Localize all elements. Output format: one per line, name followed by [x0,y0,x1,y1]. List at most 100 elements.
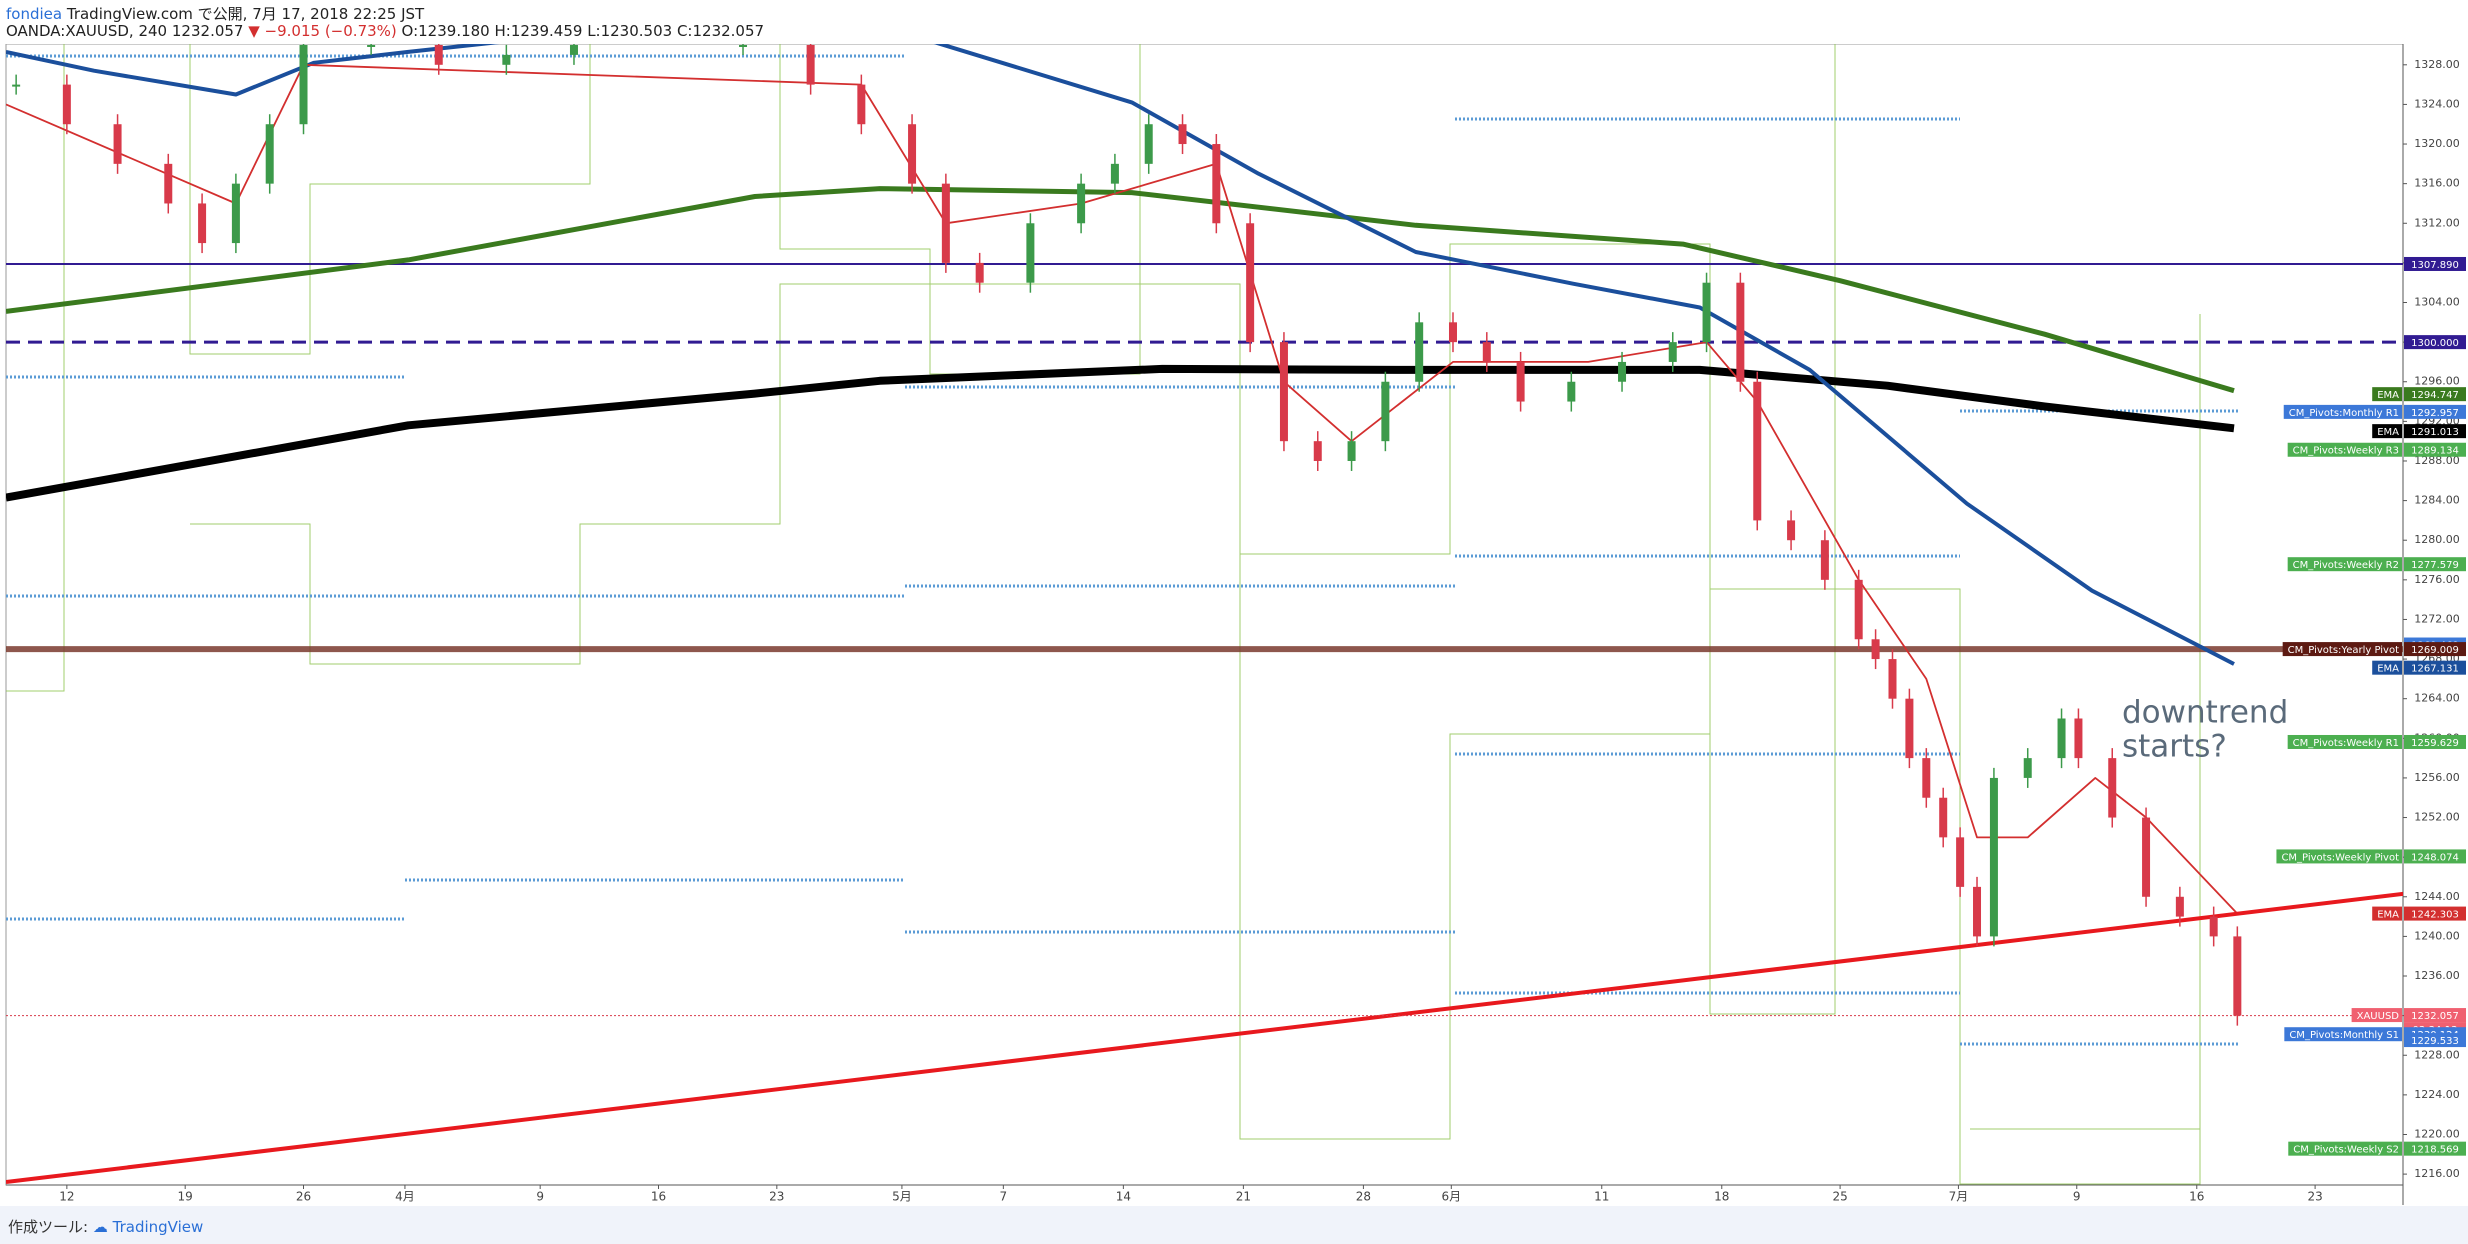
y-tick-label: 1252.00 [2414,811,2460,824]
y-tick-label: 1304.00 [2414,296,2460,309]
candle-body [1110,163,1119,184]
candle-body [1178,124,1187,145]
tag-name: CM_Pivots:Weekly S2 [2293,1145,2399,1156]
x-tick-label: 19 [178,1190,193,1204]
candle-body [1854,579,1863,640]
candle-body [1787,520,1796,541]
tag-name-box [2287,557,2402,572]
price-tag-label: 1242.303 [2411,910,2459,921]
y-tick-label: 1228.00 [2414,1048,2460,1061]
candle-body [1905,698,1914,759]
price-tag [2404,1033,2466,1048]
price-tag [2404,734,2466,749]
made-with: 作成ツール: [8,1218,89,1236]
tag-name-box [2282,642,2402,657]
y-tick-label: 1240.00 [2414,929,2460,942]
candle-body [434,44,443,65]
tag-name: CM_Pivots:Weekly R2 [2293,560,2399,571]
candle-body [975,262,984,283]
price-tag [2404,1008,2466,1023]
candle-body [2023,758,2032,778]
candle-body [1212,144,1221,224]
candle-body [299,44,308,125]
marks [6,44,2403,1184]
x-tick-label: 16 [651,1190,666,1204]
plot-area [5,44,2404,1186]
header-line: OANDA:XAUUSD, 240 1232.057 ▼ −9.015 (−0.… [6,22,764,40]
tag-name: XAUUSD [2357,1011,2400,1022]
x-tick-label: 11 [1594,1190,1609,1204]
candle-body [2175,896,2184,917]
candle-body [1939,797,1948,838]
tag-name: CM_Pivots:Weekly Pivot [2281,852,2399,863]
price-tag-label: 1291.013 [2411,427,2459,438]
price-tag [2404,335,2466,350]
tag-name-box [2372,387,2402,402]
x-tick-label: 23 [2307,1190,2322,1204]
x-tick-label: 7月 [1949,1190,1969,1204]
price-tag-label: 1277.579 [2411,560,2459,571]
price-tag [2404,1141,2466,1156]
candle-body [806,44,815,85]
open: O:1239.180 [401,22,490,40]
symbol: OANDA:XAUUSD, 240 [6,22,168,40]
x-tick-label: 23 [769,1190,784,1204]
tag-name: CM_Pivots:Yearly Pivot [2288,645,2399,656]
y-tick-label: 1296.00 [2414,375,2460,388]
y-tick-label: 1280.00 [2414,533,2460,546]
tag-name-box [2372,906,2402,921]
tag-name: EMA [2377,390,2399,401]
pivot-steps [6,44,2201,1185]
tag-name: CM_Pivots:Monthly R1 [2289,408,2399,419]
tag-name: EMA [2377,427,2399,438]
price-tag [2404,424,2466,439]
candle-body [12,84,21,87]
candle-body [1702,282,1711,343]
x-tick-label: 4月 [395,1190,415,1204]
y-tick-label: 1276.00 [2414,573,2460,586]
price-tag-label: 1218.569 [2411,1145,2459,1156]
candle-body [1618,361,1627,382]
tag-name-box [2372,660,2402,675]
tag-name: EMA [2377,664,2399,675]
footer: 作成ツール: ☁ TradingView [0,1206,2468,1244]
ema-line [6,186,2235,394]
candle-body [1973,886,1982,937]
y-tick-label: 1244.00 [2414,890,2460,903]
candle-body [113,124,122,164]
candle-body [1448,322,1457,343]
price-tag [2404,906,2466,921]
user[interactable]: fondiea [6,5,63,23]
price-tag [2404,660,2466,675]
price-tag-label: 1248.074 [2411,852,2459,863]
candle-body [2209,916,2218,937]
y-tick-label: 1284.00 [2414,494,2460,507]
candle-body [1381,381,1390,442]
tag-name: CM_Pivots:Monthly S1 [2289,1030,2399,1041]
y-tick-label: 1264.00 [2414,692,2460,705]
candle-body [1753,381,1762,521]
tag-name: CM_Pivots:Weekly R3 [2293,446,2399,457]
price-tag [2404,557,2466,572]
price-tag [2404,256,2466,271]
low: L:1230.503 [587,22,673,40]
price-tag-label: 1267.131 [2411,664,2459,675]
candle-body [164,163,173,204]
x-tick-label: 25 [1832,1190,1847,1204]
y-tick-label: 1320.00 [2414,137,2460,150]
price-tag [2404,849,2466,864]
brand[interactable]: ☁ TradingView [92,1218,204,1236]
candle-body [1668,342,1677,362]
price-tag-label: 1232.057 [2411,1011,2459,1022]
trend-line [6,891,2403,1184]
candle-body [1989,777,1998,937]
y-tick-label: 1220.00 [2414,1127,2460,1140]
candle-body [1956,837,1965,887]
last: 1232.057 [171,22,244,40]
candle-body [569,44,578,55]
tag-name-box [2284,1027,2402,1042]
price-tag-label: 1229.533 [2411,1036,2459,1047]
candle-body [1516,361,1525,402]
brand-name[interactable]: TradingView [112,1218,204,1236]
candle-body [1279,342,1288,442]
